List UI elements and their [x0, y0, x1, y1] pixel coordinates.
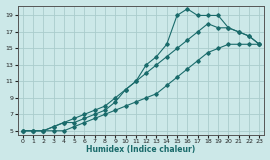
- X-axis label: Humidex (Indice chaleur): Humidex (Indice chaleur): [86, 145, 196, 154]
